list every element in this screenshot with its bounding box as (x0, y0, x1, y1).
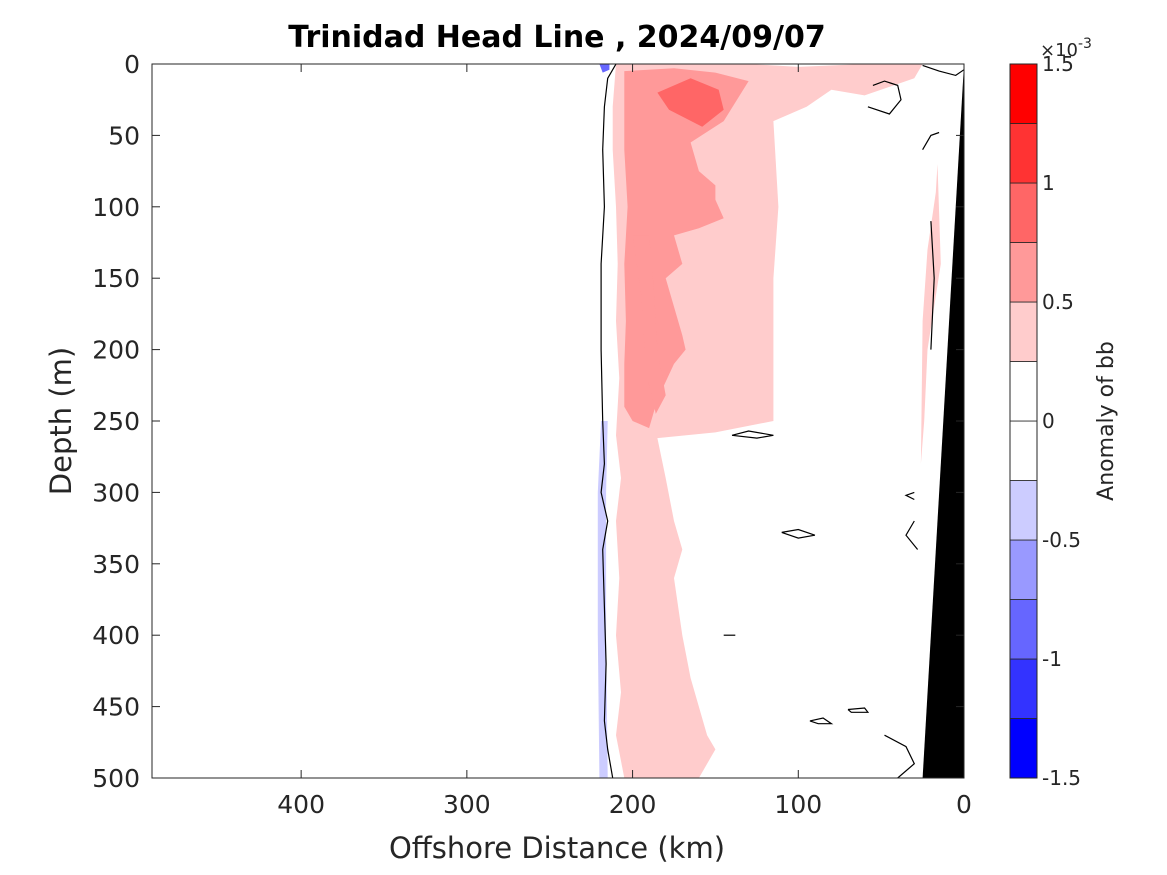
colorbar-level-6 (1009, 361, 1038, 422)
colorbar-tick-label-4: 0.5 (1042, 290, 1074, 314)
zero-contour-12 (930, 221, 935, 350)
colorbar-label: Anomaly of bb (1094, 341, 1119, 501)
zero-contour-9 (904, 491, 915, 501)
zero-contour-1 (922, 64, 964, 77)
y-tick-label-5: 250 (92, 407, 140, 436)
anomaly-region-2 (612, 64, 923, 778)
y-tick-label-1: 50 (108, 121, 140, 150)
anomaly-region-6 (632, 235, 666, 414)
y-tick-label-8: 400 (92, 621, 140, 650)
x-tick-label-3: 100 (774, 790, 822, 819)
y-axis-label: Depth (m) (44, 347, 78, 495)
x-axis-label: Offshore Distance (km) (389, 831, 725, 865)
colorbar-level-0 (1009, 718, 1038, 779)
anomaly-region-5 (657, 78, 724, 127)
colorbar-tick-label-5: 1 (1042, 171, 1055, 195)
y-tick-label-2: 100 (92, 193, 140, 222)
colorbar-tick-label-2: -0.5 (1042, 528, 1081, 552)
zero-contour-3 (731, 430, 774, 439)
x-tick-label-4: 0 (956, 790, 972, 819)
zero-contour-8 (884, 734, 916, 778)
colorbar-tick-label-3: 0 (1042, 409, 1055, 433)
y-tick-label-0: 0 (124, 50, 140, 79)
zero-contour-6 (809, 717, 834, 725)
colorbar-tick-label-6: 1.5 (1042, 52, 1074, 76)
contour-fills (597, 64, 941, 778)
y-tick-label-7: 350 (92, 550, 140, 579)
zero-contour-0 (600, 64, 617, 778)
colorbar-tick-label-0: -1.5 (1042, 766, 1081, 790)
colorbar-level-10 (1009, 123, 1038, 184)
chart-title: Trinidad Head Line , 2024/09/07 (288, 20, 825, 55)
zero-contour-10 (905, 520, 919, 550)
colorbar-frame (1009, 63, 1038, 779)
plot-area (151, 63, 965, 779)
colorbar-exponent-power: -3 (1078, 36, 1092, 52)
x-tick-label-2: 200 (609, 790, 657, 819)
y-axis-ticks: 0 50 100 150 200 250 300 350 400 450 500 (92, 50, 964, 793)
seafloor-bathymetry (922, 64, 964, 778)
colorbar-level-8 (1009, 242, 1038, 303)
zero-contour-4 (781, 528, 816, 539)
colorbar-level-7 (1009, 301, 1038, 362)
colorbar-level-1 (1009, 658, 1038, 719)
colorbar-level-5 (1009, 420, 1038, 481)
colorbar-exponent-base: ×10 (1040, 40, 1078, 61)
x-axis-ticks: 400 300 200 100 0 (277, 64, 972, 819)
zero-contour-7 (847, 707, 870, 713)
anomaly-region-1 (599, 64, 610, 73)
seafloor-layer (922, 64, 964, 778)
zero-contours (600, 64, 964, 778)
colorbar-level-4 (1009, 480, 1038, 541)
x-tick-label-0: 400 (277, 790, 325, 819)
colorbar-exponent: ×10-3 (1040, 36, 1092, 61)
y-tick-label-4: 200 (92, 336, 140, 365)
y-tick-label-10: 500 (92, 764, 140, 793)
y-tick-label-3: 150 (92, 264, 140, 293)
plot-background (152, 64, 964, 778)
zero-contour-11 (922, 131, 940, 151)
y-tick-label-9: 450 (92, 693, 140, 722)
zero-contour-2 (867, 80, 902, 115)
colorbar-level-11 (1009, 63, 1038, 124)
colorbar-level-3 (1009, 539, 1038, 600)
colorbar-level-9 (1009, 182, 1038, 243)
anomaly-region-3 (920, 164, 941, 464)
colorbar-level-2 (1009, 599, 1038, 660)
y-tick-label-6: 300 (92, 478, 140, 507)
x-tick-label-1: 300 (443, 790, 491, 819)
colorbar: -1.5 -1 -0.5 0 0.5 1 1.5 (1009, 52, 1081, 790)
colorbar-tick-label-1: -1 (1042, 647, 1062, 671)
